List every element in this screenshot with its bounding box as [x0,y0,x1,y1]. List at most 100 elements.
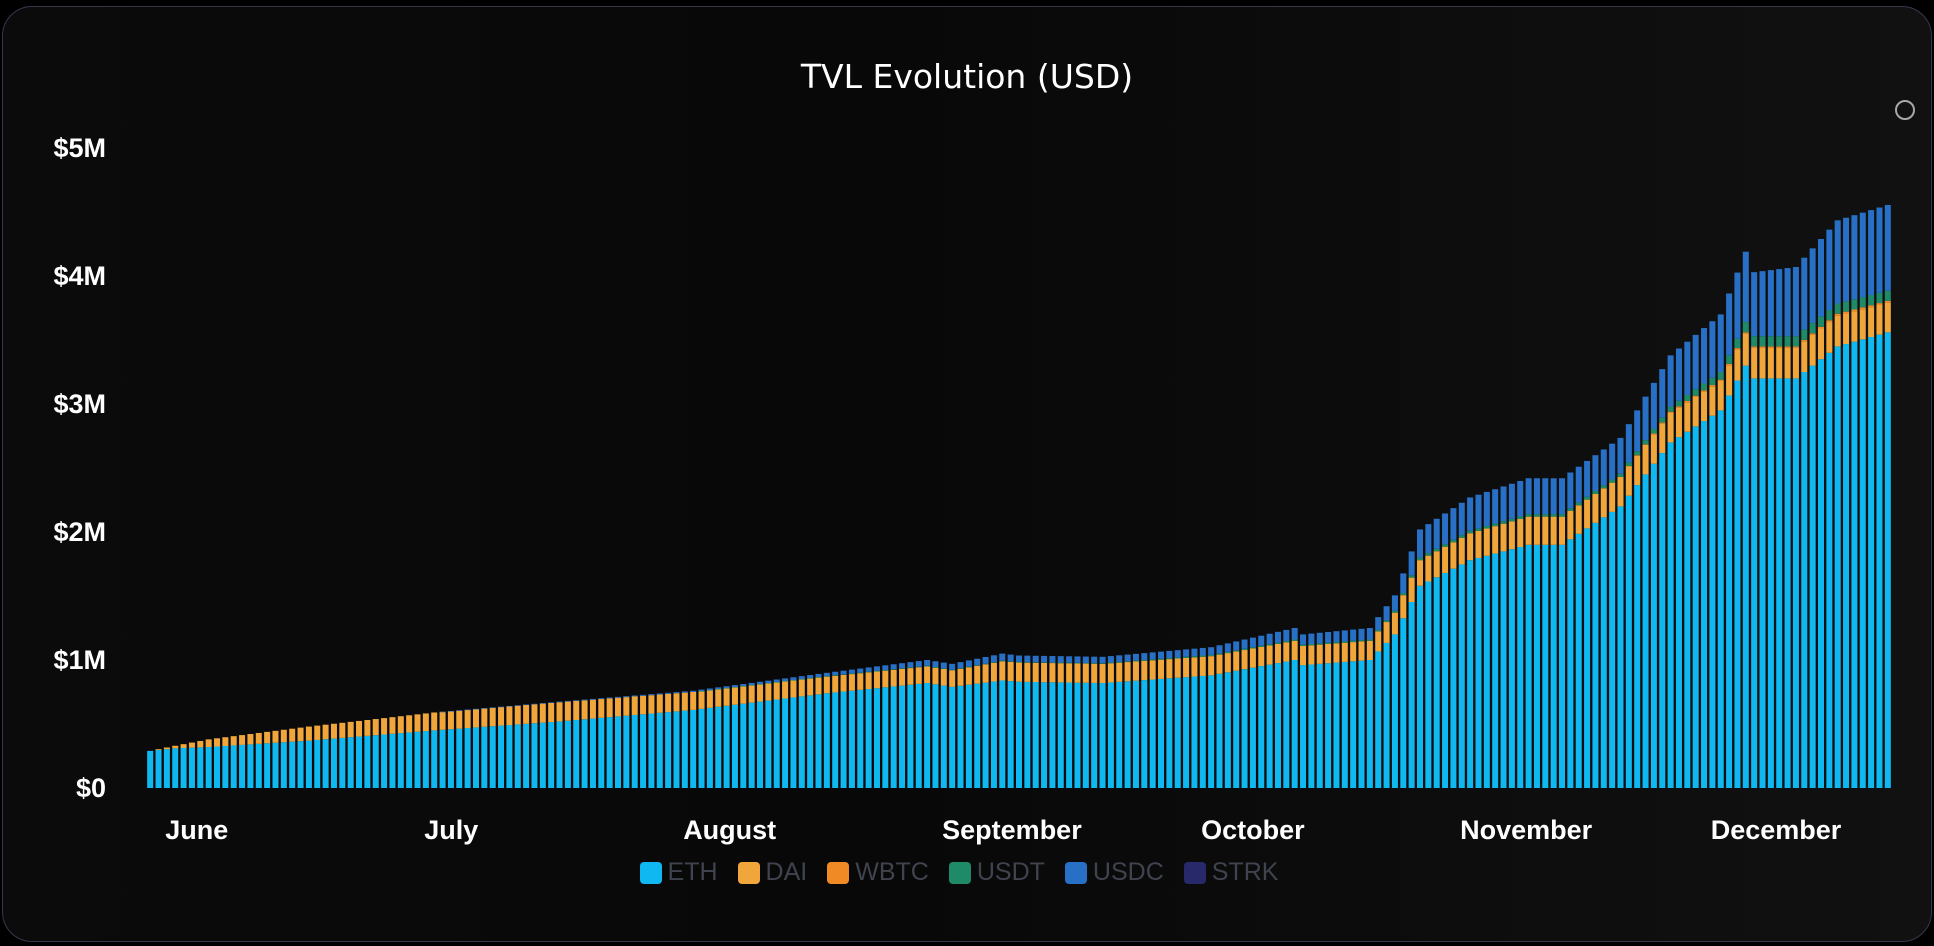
bar-stack[interactable] [1525,478,1532,788]
bar-stack[interactable] [1358,628,1365,788]
bar-stack[interactable] [1801,257,1808,788]
bar-stack[interactable] [1467,497,1474,788]
bar-stack[interactable] [740,684,747,788]
bar-stack[interactable] [1208,647,1215,788]
bar-stack[interactable] [1600,449,1607,788]
bar-stack[interactable] [1751,272,1758,788]
bar-stack[interactable] [339,722,346,788]
bar-stack[interactable] [197,740,204,788]
bar-stack[interactable] [1692,334,1699,788]
bar-stack[interactable] [439,711,446,788]
bar-stack[interactable] [1057,656,1064,788]
bar-stack[interactable] [790,677,797,788]
legend-item-dai[interactable]: DAI [737,858,807,887]
bar-stack[interactable] [1776,269,1783,788]
bar-stack[interactable] [1617,437,1624,788]
bar-stack[interactable] [1141,653,1148,788]
bar-stack[interactable] [940,662,947,788]
bar-stack[interactable] [765,680,772,788]
bar-stack[interactable] [773,679,780,788]
bar-stack[interactable] [1400,573,1407,788]
bar-stack[interactable] [1391,595,1398,788]
bar-stack[interactable] [422,713,429,788]
bar-stack[interactable] [163,747,170,788]
bar-stack[interactable] [456,710,463,788]
bar-stack[interactable] [648,694,655,788]
bar-stack[interactable] [205,739,212,788]
bar-stack[interactable] [1575,466,1582,788]
bar-stack[interactable] [280,729,287,788]
bar-stack[interactable] [356,720,363,788]
bar-stack[interactable] [848,669,855,788]
bar-stack[interactable] [1500,486,1507,788]
bar-stack[interactable] [1274,631,1281,788]
bar-stack[interactable] [347,721,354,788]
bar-stack[interactable] [1183,649,1190,788]
bar-stack[interactable] [1316,632,1323,788]
bar-stack[interactable] [305,726,312,788]
bar-stack[interactable] [255,732,262,788]
bar-stack[interactable] [715,687,722,788]
bar-stack[interactable] [1450,508,1457,788]
bar-stack[interactable] [1584,460,1591,788]
bar-stack[interactable] [297,727,304,788]
bar-stack[interactable] [406,715,413,788]
bar-stack[interactable] [222,737,229,788]
bar-stack[interactable] [1533,478,1540,788]
bar-stack[interactable] [832,671,839,788]
bar-stack[interactable] [506,705,513,788]
bar-stack[interactable] [757,681,764,788]
bar-stack[interactable] [1015,655,1022,788]
bar-stack[interactable] [1107,656,1114,788]
bar-stack[interactable] [899,663,906,788]
bar-stack[interactable] [1483,491,1490,788]
bar-stack[interactable] [548,702,555,788]
bar-stack[interactable] [1817,239,1824,788]
bar-stack[interactable] [289,728,296,788]
bar-stack[interactable] [606,697,613,788]
bar-stack[interactable] [180,744,187,788]
bar-stack[interactable] [1041,655,1048,788]
bar-stack[interactable] [447,711,454,788]
bar-stack[interactable] [1341,630,1348,788]
bar-stack[interactable] [1458,502,1465,788]
bar-stack[interactable] [990,655,997,788]
bar-stack[interactable] [1174,650,1181,788]
bar-stack[interactable] [1667,355,1674,788]
bar-stack[interactable] [472,708,479,788]
bar-stack[interactable] [823,672,830,788]
bar-stack[interactable] [1684,341,1691,788]
bar-stack[interactable] [1416,529,1423,788]
bar-stack[interactable] [1784,268,1791,788]
bar-stack[interactable] [957,662,964,788]
bar-stack[interactable] [1116,655,1123,788]
bar-stack[interactable] [1325,632,1332,788]
bar-stack[interactable] [723,686,730,788]
bar-stack[interactable] [431,712,438,788]
bar-stack[interactable] [239,735,246,788]
bar-stack[interactable] [514,705,521,788]
bar-stack[interactable] [1809,248,1816,788]
legend-item-strk[interactable]: STRK [1183,858,1278,887]
bar-stack[interactable] [1475,494,1482,788]
bar-stack[interactable] [974,658,981,788]
bar-stack[interactable] [464,709,471,788]
bar-stack[interactable] [1124,654,1131,788]
bar-stack[interactable] [1642,396,1649,788]
bar-stack[interactable] [665,692,672,788]
bar-stack[interactable] [1433,518,1440,788]
legend-item-usdc[interactable]: USDC [1064,858,1164,887]
bar-stack[interactable] [414,714,421,788]
bar-stack[interactable] [589,698,596,788]
bar-stack[interactable] [1383,606,1390,788]
bar-stack[interactable] [1851,215,1858,788]
bar-stack[interactable] [188,742,195,788]
bar-stack[interactable] [1216,645,1223,788]
bar-stack[interactable] [890,664,897,788]
bar-stack[interactable] [815,673,822,788]
bar-stack[interactable] [264,731,271,788]
bar-stack[interactable] [364,719,371,788]
bar-stack[interactable] [1049,656,1056,788]
bar-stack[interactable] [1350,629,1357,788]
bar-stack[interactable] [1859,212,1866,788]
